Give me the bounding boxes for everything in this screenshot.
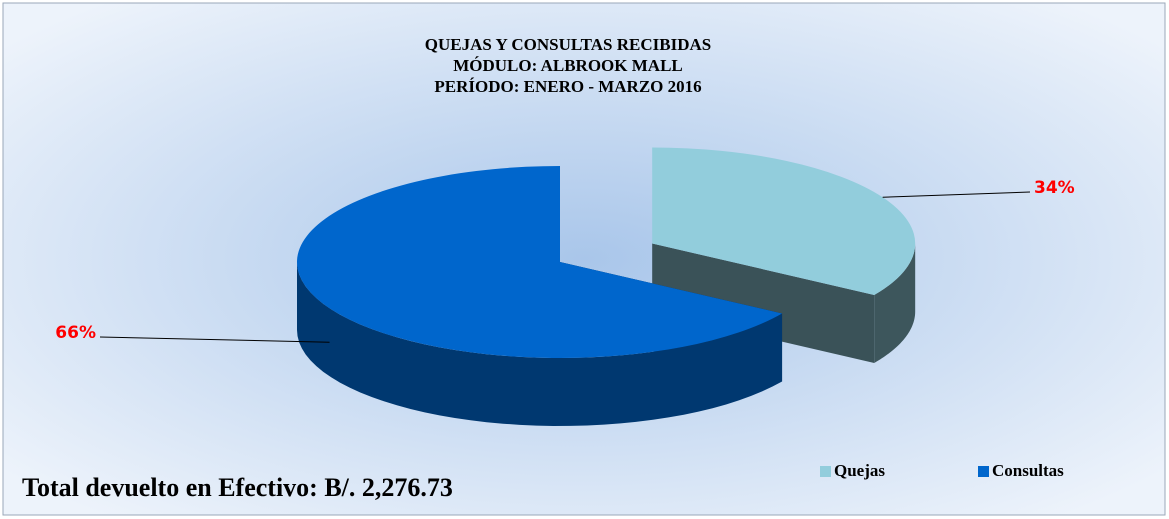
leader-line — [882, 191, 1031, 198]
chart-title: PERÍODO: ENERO - MARZO 2016 — [434, 77, 701, 96]
chart-title: MÓDULO: ALBROOK MALL — [453, 56, 683, 75]
legend-swatch — [978, 466, 989, 477]
legend-label: Consultas — [992, 461, 1064, 480]
data-label: 66% — [55, 323, 96, 343]
slice — [296, 166, 783, 358]
slice-face — [652, 243, 875, 363]
slice-side — [297, 262, 783, 426]
slice-side — [874, 243, 916, 363]
slice — [652, 147, 916, 295]
leader-line — [99, 336, 330, 343]
legend-swatch — [820, 466, 831, 477]
legend-label: Quejas — [834, 461, 885, 480]
annotation: Total devuelto en Efectivo: B/. 2,276.73 — [22, 473, 453, 502]
data-label: 34% — [1034, 178, 1075, 198]
chart-title: QUEJAS Y CONSULTAS RECIBIDAS — [425, 35, 711, 54]
pie — [296, 147, 916, 426]
